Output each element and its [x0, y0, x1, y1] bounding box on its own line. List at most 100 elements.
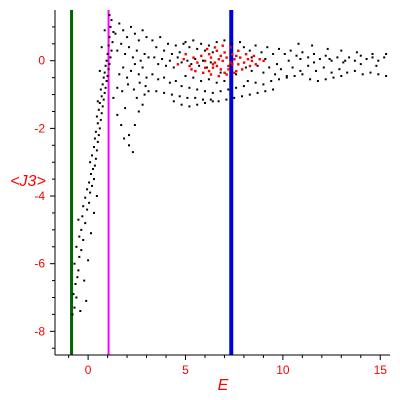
red-data-point	[221, 59, 224, 63]
red-data-point	[235, 69, 238, 73]
black-data-point	[168, 81, 171, 84]
black-data-point	[118, 22, 121, 25]
black-data-point	[116, 113, 119, 116]
black-data-point	[299, 69, 302, 72]
black-data-point	[133, 124, 136, 126]
black-data-point	[96, 100, 99, 103]
red-data-point	[209, 56, 213, 59]
black-data-point	[330, 59, 333, 62]
red-data-point	[262, 59, 265, 63]
black-data-point	[79, 310, 82, 312]
black-data-point	[328, 58, 331, 60]
red-data-point	[207, 69, 211, 73]
black-data-point	[91, 184, 93, 187]
y-tick-label: -2	[34, 121, 45, 135]
black-data-point	[180, 103, 183, 106]
black-data-point	[184, 75, 187, 77]
red-data-point	[233, 58, 236, 61]
black-data-point	[81, 215, 84, 218]
red-data-point	[215, 49, 219, 52]
black-data-point	[295, 54, 298, 57]
red-data-point	[204, 66, 207, 69]
black-data-point	[77, 269, 80, 272]
red-data-point	[211, 63, 215, 66]
black-data-point	[266, 46, 269, 49]
black-data-point	[133, 63, 136, 66]
black-data-point	[353, 59, 356, 62]
black-data-point	[141, 66, 144, 69]
black-data-point	[88, 181, 91, 184]
black-data-point	[188, 46, 191, 49]
x-tick-label: 0	[85, 363, 92, 377]
black-data-point	[78, 255, 81, 258]
black-data-point	[283, 53, 286, 55]
black-data-point	[80, 228, 83, 231]
black-data-point	[103, 91, 106, 94]
black-data-point	[74, 283, 77, 285]
black-data-point	[106, 75, 109, 77]
black-data-point	[194, 58, 197, 60]
black-data-point	[211, 100, 214, 103]
black-data-point	[215, 81, 218, 84]
black-data-point	[196, 47, 199, 50]
black-data-point	[141, 103, 144, 106]
black-data-point	[270, 80, 273, 82]
red-data-point	[223, 71, 226, 74]
red-data-point	[254, 63, 257, 66]
black-data-point	[126, 76, 129, 79]
black-data-point	[301, 73, 304, 76]
black-data-point	[293, 75, 296, 77]
black-data-point	[285, 75, 288, 77]
black-data-point	[188, 86, 191, 89]
black-data-point	[93, 164, 96, 167]
black-data-point	[147, 56, 150, 59]
black-data-point	[192, 39, 195, 42]
black-data-point	[272, 88, 275, 91]
black-data-point	[106, 53, 109, 55]
black-data-point	[355, 51, 358, 54]
black-data-point	[108, 14, 111, 17]
black-data-point	[299, 58, 302, 60]
black-data-point	[274, 73, 277, 76]
black-data-point	[90, 232, 92, 235]
black-data-point	[76, 276, 79, 279]
black-data-point	[135, 49, 138, 52]
x-tick-label: 10	[276, 363, 290, 377]
black-data-point	[340, 49, 343, 52]
black-data-point	[170, 53, 173, 55]
black-data-point	[209, 98, 212, 101]
red-data-point	[215, 64, 219, 68]
black-data-point	[346, 71, 349, 74]
black-data-point	[385, 75, 388, 77]
vertical-reference-lines	[70, 10, 234, 355]
black-data-point	[383, 56, 386, 59]
black-data-point	[137, 39, 140, 42]
red-data-point	[188, 64, 191, 68]
black-data-point	[207, 78, 210, 81]
x-tick-label: 5	[182, 363, 189, 377]
black-data-point	[188, 105, 191, 108]
black-data-point	[209, 61, 212, 64]
black-data-point	[172, 66, 175, 69]
black-data-point	[93, 211, 95, 214]
black-data-point	[151, 39, 154, 42]
black-data-point	[204, 49, 206, 52]
black-data-point	[313, 53, 315, 55]
black-data-point	[110, 49, 113, 52]
y-tick-label: 0	[38, 54, 45, 68]
black-data-point	[71, 313, 74, 316]
black-data-point	[217, 100, 220, 103]
black-data-point	[332, 76, 335, 79]
black-data-point	[75, 245, 78, 248]
black-data-point	[111, 41, 114, 44]
red-data-point	[213, 46, 217, 49]
black-data-point	[242, 85, 245, 88]
black-data-point	[359, 54, 362, 57]
black-data-point	[326, 47, 329, 50]
black-data-point	[377, 59, 380, 62]
black-data-point	[194, 96, 197, 99]
black-data-point	[153, 56, 156, 59]
y-tick-label: -6	[34, 257, 45, 271]
black-data-point	[108, 63, 111, 66]
x-tick-label: 15	[374, 363, 388, 377]
